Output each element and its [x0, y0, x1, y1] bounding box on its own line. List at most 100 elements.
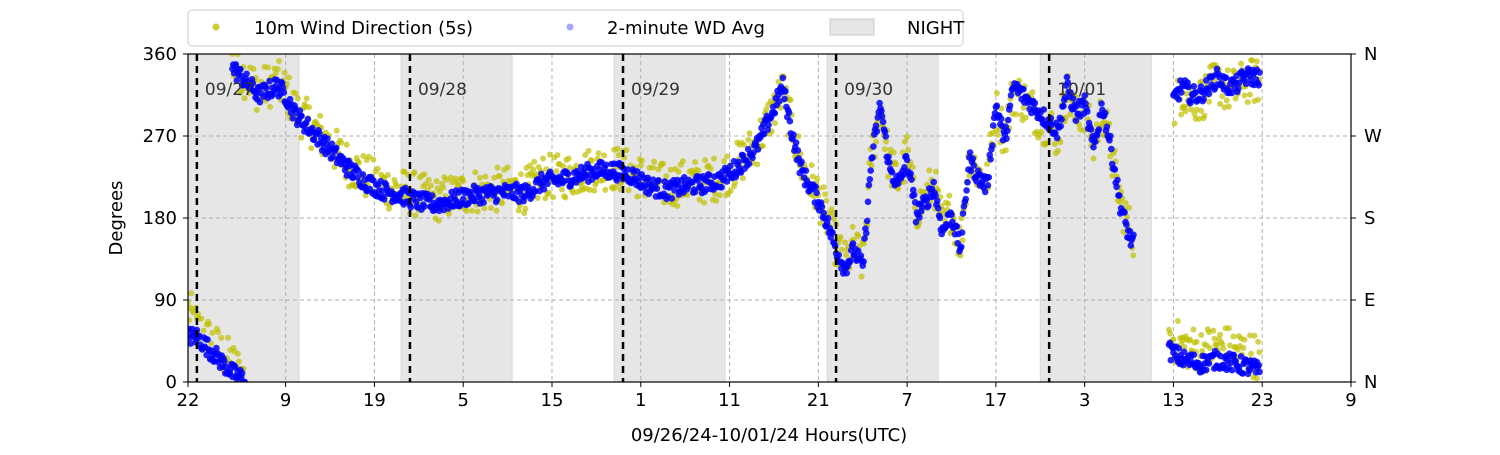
wind-point: [817, 220, 824, 227]
avg-point: [204, 336, 211, 343]
avg-point: [907, 170, 914, 177]
wind-point: [885, 173, 892, 180]
avg-point: [691, 188, 699, 196]
avg-point: [1178, 89, 1185, 96]
avg-point: [1222, 74, 1230, 81]
avg-point: [903, 156, 911, 164]
wind-point: [675, 168, 682, 175]
avg-point: [262, 84, 270, 92]
avg-point: [1205, 90, 1213, 98]
day-marker-label-1: 09/28: [418, 80, 467, 100]
wind-point: [1190, 326, 1197, 333]
wind-point: [741, 141, 747, 148]
wind-point: [615, 152, 622, 159]
avg-point: [966, 149, 974, 156]
wind-point: [721, 158, 727, 165]
avg-point: [908, 176, 915, 183]
wind-point: [1018, 112, 1025, 118]
wind-point: [481, 205, 488, 212]
legend-label-0: 10m Wind Direction (5s): [254, 18, 473, 39]
avg-point: [959, 210, 967, 217]
wind-point: [692, 159, 699, 166]
avg-point: [241, 378, 249, 382]
wind-point: [1223, 97, 1230, 104]
avg-point: [953, 223, 961, 230]
wind-point: [435, 217, 442, 224]
wind-point: [188, 290, 195, 297]
wind-point: [901, 138, 908, 145]
avg-point: [221, 358, 228, 365]
avg-point: [876, 99, 883, 107]
avg-point: [878, 113, 886, 120]
avg-point: [1092, 138, 1099, 145]
avg-point: [824, 214, 832, 222]
avg-point: [1180, 348, 1188, 356]
wind-point: [763, 106, 770, 113]
wind-point: [1230, 333, 1237, 340]
wind-point: [1090, 155, 1097, 162]
wind-point: [421, 171, 428, 178]
y-right-tick-label-4: N: [1364, 44, 1377, 65]
avg-point: [934, 205, 942, 212]
wind-point: [236, 358, 242, 365]
wind-point: [711, 155, 717, 162]
wind-point: [746, 130, 753, 137]
wind-point: [696, 196, 703, 203]
wind-point: [814, 175, 821, 182]
wind-point: [515, 207, 522, 214]
avg-point: [1123, 221, 1130, 228]
avg-point: [829, 229, 836, 236]
wind-point: [1182, 108, 1189, 115]
avg-point: [984, 182, 992, 189]
wind-point: [1178, 111, 1185, 118]
wind-point: [881, 146, 888, 153]
avg-point: [1067, 89, 1074, 96]
avg-point: [863, 229, 870, 237]
avg-point: [727, 162, 734, 170]
avg-point: [958, 243, 965, 251]
avg-point: [1098, 100, 1105, 107]
wind-point: [946, 192, 953, 199]
wind-point: [188, 299, 191, 305]
legend-box: [187, 9, 964, 47]
avg-point: [932, 192, 939, 199]
x-tick-label-3: 5: [457, 390, 468, 411]
wind-point: [1232, 95, 1239, 102]
wind-point: [229, 54, 236, 57]
avg-point: [1063, 73, 1071, 81]
legend-label-1: 2-minute WD Avg: [607, 18, 765, 39]
wind-point: [433, 178, 440, 185]
wind-point: [984, 161, 990, 168]
avg-point: [1167, 356, 1175, 364]
wind-point: [504, 164, 511, 171]
wind-point: [838, 246, 845, 253]
wind-point: [842, 239, 848, 246]
avg-point: [1190, 83, 1198, 90]
wind-point: [995, 131, 1002, 138]
avg-point: [1205, 360, 1213, 367]
wind-point: [1181, 344, 1188, 351]
wind-point: [1211, 335, 1218, 342]
avg-point: [671, 187, 678, 194]
wind-point: [707, 165, 714, 172]
wind-point: [274, 66, 281, 73]
avg-point: [970, 162, 977, 169]
wind-point: [702, 157, 709, 164]
wind-point: [411, 169, 418, 176]
day-marker-label-2: 09/29: [631, 80, 680, 100]
data-points-group: [188, 54, 1263, 382]
wind-point: [860, 240, 867, 247]
avg-point: [993, 102, 1001, 109]
wind-point: [667, 166, 674, 173]
avg-point: [1069, 95, 1077, 102]
x-tick-label-6: 11: [718, 390, 741, 411]
avg-point: [790, 131, 797, 138]
avg-point: [735, 158, 742, 166]
avg-point: [237, 65, 244, 73]
wind-point: [1130, 252, 1137, 259]
wind-point: [585, 147, 592, 154]
avg-point: [765, 121, 772, 129]
x-tick-label-12: 23: [1251, 390, 1274, 411]
wind-point: [614, 145, 621, 152]
wind-point: [582, 152, 589, 158]
